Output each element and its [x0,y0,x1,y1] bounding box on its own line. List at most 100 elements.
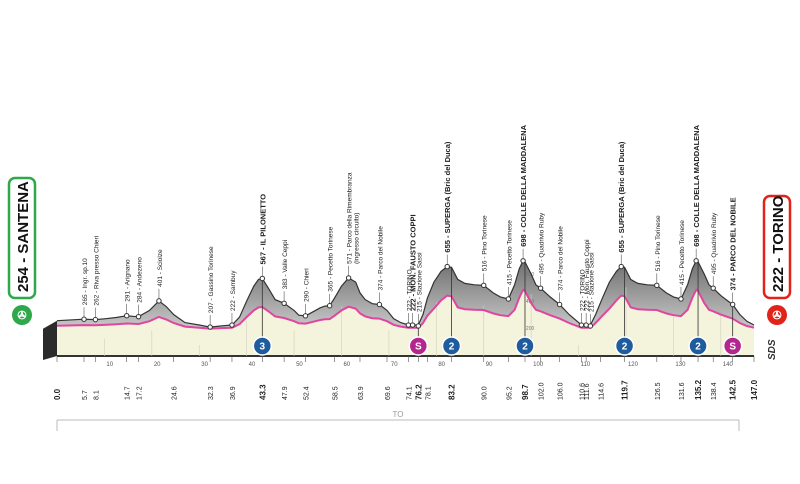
km-tick-label: 90.0 [482,386,489,400]
km-tick-label: 131.6 [679,382,686,400]
waypoint-annotation: 222 - Sambuy [230,270,237,311]
waypoint-annotation: 516 - Pino Torinese [655,215,662,271]
waypoint-dot [207,324,213,330]
km-grid-label: 140 [723,362,734,368]
km-tick-label: 102.0 [539,382,546,400]
waypoint-dot [135,313,142,320]
km-grid-label: 70 [391,362,398,368]
marker-badge-label: 2 [522,342,528,353]
km-grid-label: 60 [343,362,350,368]
km-tick-label: 138.4 [711,382,718,400]
profile-climb-shading [57,260,754,329]
km-grid-label: 130 [675,362,686,368]
waypoint-dot [229,322,235,328]
waypoint-dot [556,301,563,308]
span-label: TO [393,410,404,419]
waypoint-annotation-note: (ingresso circuito) [354,213,361,264]
waypoint-dot [302,313,309,319]
marker-badge-label: S [415,342,422,353]
finish-altitude: 222 [770,267,787,292]
km-tick-label: 98.7 [521,384,530,400]
marker-badge-label: 2 [695,342,701,353]
km-tick-label: 78.1 [425,386,432,400]
start-name: SANTENA [15,181,32,254]
start-altitude: 254 [15,266,32,292]
waypoint-dot [124,313,130,319]
km-tick-label: 111.6 [584,383,591,400]
km-tick-label: 43.3 [258,384,267,400]
km-tick-label: 63.9 [358,386,365,400]
waypoint-annotation: 222 - Mon. Fausto Coppi [584,239,591,311]
waypoint-annotation: 215 - Stazione Sassi [588,252,595,312]
km-tick-label: 114.6 [598,383,605,400]
sprint-badge [722,336,743,356]
altitude-tick-label: 600 [526,272,535,278]
start-separator: - [15,254,32,267]
waypoint-dot [481,282,487,289]
km-grid-label: 90 [486,362,493,368]
waypoint-dot [259,275,266,282]
profile-ground-fill [57,289,754,356]
waypoint-dot [654,282,660,289]
km-tick-label: 5.7 [82,390,89,400]
km-tick-label: 119.7 [621,380,630,400]
marker-badge-label: 3 [260,342,266,353]
waypoint-annotation: 284 - Andezeno [137,257,144,303]
km-axis-layer: 0.0 5.7 8.1 14.7 17.2 24.6 32.3 36.9 43.3 47.9 52.… [53,356,759,400]
km-tick-label: 83.2 [448,384,457,400]
waypoint-annotation: 374 - Parco del Nobile [377,226,384,291]
waypoint-dot [81,316,87,322]
km-tick-label: 52.4 [304,386,311,400]
waypoint-annotation: 495 - Quadrivio Ruby [711,212,718,274]
km-tick-label: 69.6 [385,386,392,400]
km-tick-label: 76.2 [414,384,423,400]
waypoint-dot [376,301,383,308]
waypoint-dot [578,322,585,328]
km-tick-label: 8.1 [93,390,100,400]
waypoint-annotation: 291 - Arignano [125,259,132,302]
start-badge-box [7,176,37,300]
waypoint-annotation: 698 - COLLE DELLA MADDALENA [692,124,701,246]
waypoint-dot [678,296,684,302]
waypoint-annotation: 374 - PARCO DEL NOBILE [729,197,738,290]
start-label: 254 - SANTENA [15,181,32,292]
start-icon-glyph: ✇ [17,310,26,322]
finish-separator: - [770,254,787,267]
waypoint-dot [281,300,287,306]
waypoint-annotation: 207 - Gassino Torinese [208,246,215,313]
waypoint-annotation: 516 - Pino Torinese [482,215,489,271]
profile-side-slab [43,320,57,360]
profile-base-layer [43,260,754,360]
waypoint-dot [444,263,450,270]
altitude-tick-label: 200 [526,326,535,332]
kom-badge [614,336,635,356]
waypoint-annotation: 365 - Pecetto Torinese [328,226,335,291]
waypoint-annotation: 567 - IL PILONETTO [258,194,267,265]
km-tick-label: 135.2 [694,379,703,400]
km-tick-label: 47.9 [282,386,289,400]
km-grid-label: 50 [296,362,303,368]
waypoint-dot [729,301,736,308]
waypoint-dot [693,258,699,264]
waypoint-annotation: 495 - Quadrivio Ruby [539,212,546,274]
start-badge: ✇ 254 - SANTENA [7,176,37,325]
waypoint-annotation: 265 - Ingr. sp.10 [82,258,89,305]
waypoint-annotation: 415 - Pecetto Torinese [506,220,513,285]
km-tick-label: 142.5 [729,379,738,400]
km-tick-label: 110.6 [579,383,586,400]
waypoint-annotation: 222 - TORINO [579,269,586,311]
waypoint-dot [415,323,422,329]
km-tick-label: 32.3 [208,386,215,400]
span-indicator: TO [56,410,740,431]
km-tick-label: 126.5 [655,382,662,400]
km-grid-label: 10 [106,362,113,368]
waypoint-annotation: 655 - SUPERGA (Bric del Duca) [617,141,626,253]
kom-badge [515,336,535,356]
finish-icon [767,305,787,325]
marker-badge-label: 2 [449,342,455,353]
km-grid-label: 40 [249,362,256,368]
km-tick-label: 0.0 [53,388,62,400]
marker-badge-label: 2 [622,342,628,353]
waypoint-dot [618,263,624,270]
